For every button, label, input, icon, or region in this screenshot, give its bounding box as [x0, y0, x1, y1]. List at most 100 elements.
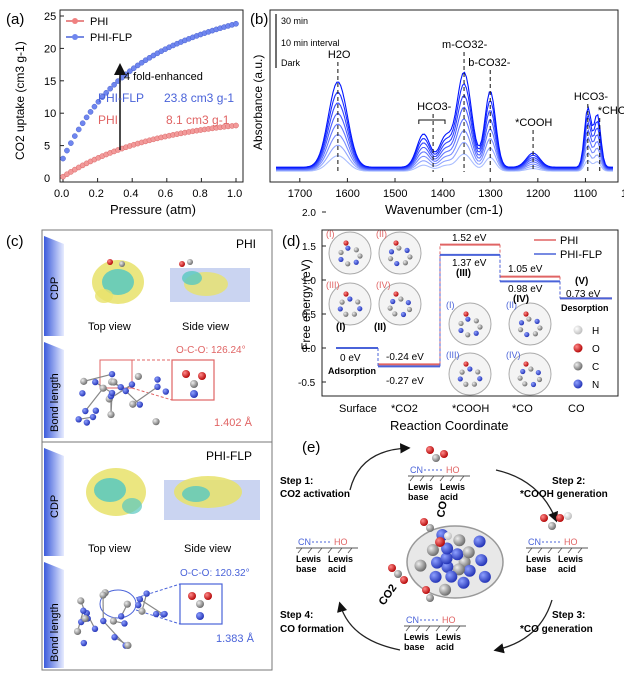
panel-b-label: (b) — [250, 11, 268, 28]
site-hatch — [415, 625, 421, 632]
blob-atom — [475, 554, 488, 567]
stage-desorption: Desorption — [561, 303, 609, 313]
lewis-acid-label: acid — [440, 492, 458, 502]
xcat-label: CO — [568, 403, 585, 415]
site-hatch — [527, 547, 533, 554]
inset-atom — [390, 298, 396, 305]
flp-angle: O-C-O: 120.32° — [180, 568, 250, 579]
flp-point — [83, 114, 90, 121]
atom — [117, 383, 124, 391]
xtick-label: 1100 — [573, 188, 597, 200]
inset-circle — [448, 352, 492, 396]
site-hatch — [567, 547, 573, 554]
ytick-label: 25 — [44, 11, 56, 23]
step2-title: Step 2: — [552, 476, 585, 487]
lewis-acid-label: acid — [328, 564, 346, 574]
atom — [117, 613, 125, 620]
xtick-label: 1.0 — [227, 188, 242, 200]
hco3-bracket — [418, 119, 446, 124]
atom — [123, 600, 131, 608]
panel-d-insets: (I) (II) (III) (IV) (I) (II) (III) (IV) — [326, 229, 552, 396]
xtick-label: 1200 — [526, 188, 550, 200]
site-hatch — [347, 547, 353, 554]
co2-label: CO2 — [377, 582, 400, 607]
xtick-label: 0.2 — [89, 188, 104, 200]
xtick-label: 1000 — [621, 188, 624, 200]
flp-cdp-top — [86, 468, 146, 516]
ytick-label: 5 — [44, 141, 50, 153]
spectrum-line — [276, 118, 613, 171]
adsorbate-atom — [564, 512, 572, 520]
panel-d-xcats: Surface *CO2 *COOH *CO CO — [339, 403, 585, 415]
inset-atom — [459, 369, 465, 375]
inset-atom — [465, 332, 471, 338]
xtick-label: 0.4 — [123, 188, 138, 200]
flp-point — [91, 103, 98, 110]
flp-point — [68, 140, 74, 146]
panel-b-xticks: 1700 1600 1500 1400 1300 1200 1100 1000 — [288, 178, 624, 200]
panel-d-energy-levels: 0 eV -0.24 eV -0.27 eV 1.52 eV 1.37 eV 1.05 e… — [336, 233, 612, 387]
peak-label: H2O — [328, 49, 351, 61]
peak-label: *COOH — [515, 117, 552, 129]
peak-label: m-CO32- — [442, 39, 488, 51]
bond — [139, 598, 164, 616]
panel-e-label: (e) — [302, 439, 320, 456]
adsorbate-atom — [422, 586, 430, 594]
site-hatch — [537, 547, 543, 554]
blob-atom — [441, 542, 454, 555]
atom — [80, 377, 88, 385]
inset-circle — [378, 231, 422, 275]
inset-atom — [345, 245, 351, 251]
atom — [79, 390, 86, 397]
site-hatch — [405, 625, 411, 632]
flp-point — [75, 126, 82, 133]
zoom-atom — [190, 390, 198, 398]
inset-atom — [523, 361, 529, 367]
inset-atom — [526, 316, 532, 322]
inset-label: (IV) — [376, 280, 391, 290]
inset-label: (IV) — [506, 350, 521, 360]
peak-label: HCO3- — [574, 91, 609, 103]
panel-b-ylabel: Absorbance (a.u.) — [251, 55, 265, 150]
inset-atom — [338, 256, 344, 263]
lewis-base-label: Lewis — [408, 482, 433, 492]
flp-point — [130, 65, 137, 72]
flp-title: PHI-FLP — [206, 449, 252, 463]
atom-legend-ball — [573, 343, 583, 353]
spectrum-line — [276, 71, 613, 168]
flp-point — [79, 120, 86, 127]
inset-atom — [530, 381, 537, 388]
panel-a-label: (a) — [6, 11, 24, 28]
cdp-label-flp: CDP — [49, 495, 61, 518]
panel-d-yticks: 2.0 1.5 1.0 0.5 0.0 -0.5 — [298, 208, 326, 389]
inset-atom — [528, 366, 534, 372]
site-hatch — [429, 475, 435, 482]
site-hatch — [557, 547, 563, 554]
inset-atom — [457, 376, 463, 382]
inset-atom — [463, 381, 469, 387]
atom — [129, 400, 137, 408]
atom — [162, 388, 169, 395]
xtick-label: 1600 — [335, 188, 359, 200]
flp-point — [233, 20, 239, 27]
panel-c-frame — [41, 229, 273, 671]
site-hatch — [425, 625, 431, 632]
stage-adsorption: Adsorption — [328, 366, 376, 376]
blob-atom — [452, 563, 465, 576]
atom — [134, 372, 142, 381]
xtick-label: 1700 — [288, 188, 312, 200]
lewis-acid-label: acid — [436, 642, 454, 652]
energy-label: 0.98 eV — [508, 284, 543, 295]
blob-atom — [473, 535, 486, 548]
panel-b: (b) Absorbance (a.u.) Wavenumber (cm-1) … — [250, 9, 624, 217]
flp-cdp-side — [164, 476, 260, 520]
atom — [110, 378, 118, 386]
co-label: CO — [435, 500, 450, 519]
phi-value-label: 8.1 cm3 g-1 — [166, 113, 230, 127]
inset-atom — [393, 291, 399, 297]
site-hatch — [435, 625, 441, 632]
site-hatch — [327, 547, 333, 554]
